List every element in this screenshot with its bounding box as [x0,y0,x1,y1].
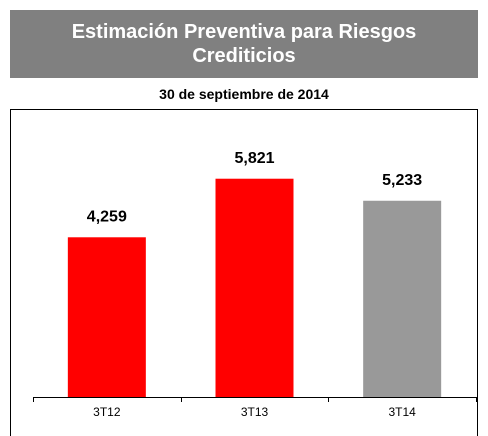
bar [67,237,146,397]
bar [215,178,294,397]
bar [363,200,442,397]
chart-subtitle: 30 de septiembre de 2014 [159,86,329,102]
chart-title: Estimación Preventiva para Riesgos Credi… [10,10,478,78]
x-tick-label: 3T14 [388,405,416,419]
x-tick-label: 3T13 [241,405,269,419]
x-tick-label: 3T12 [93,405,121,419]
value-label: 4,259 [87,209,127,226]
value-label: 5,233 [382,172,422,189]
value-label: 5,821 [234,150,274,167]
plot-frame [10,109,478,436]
